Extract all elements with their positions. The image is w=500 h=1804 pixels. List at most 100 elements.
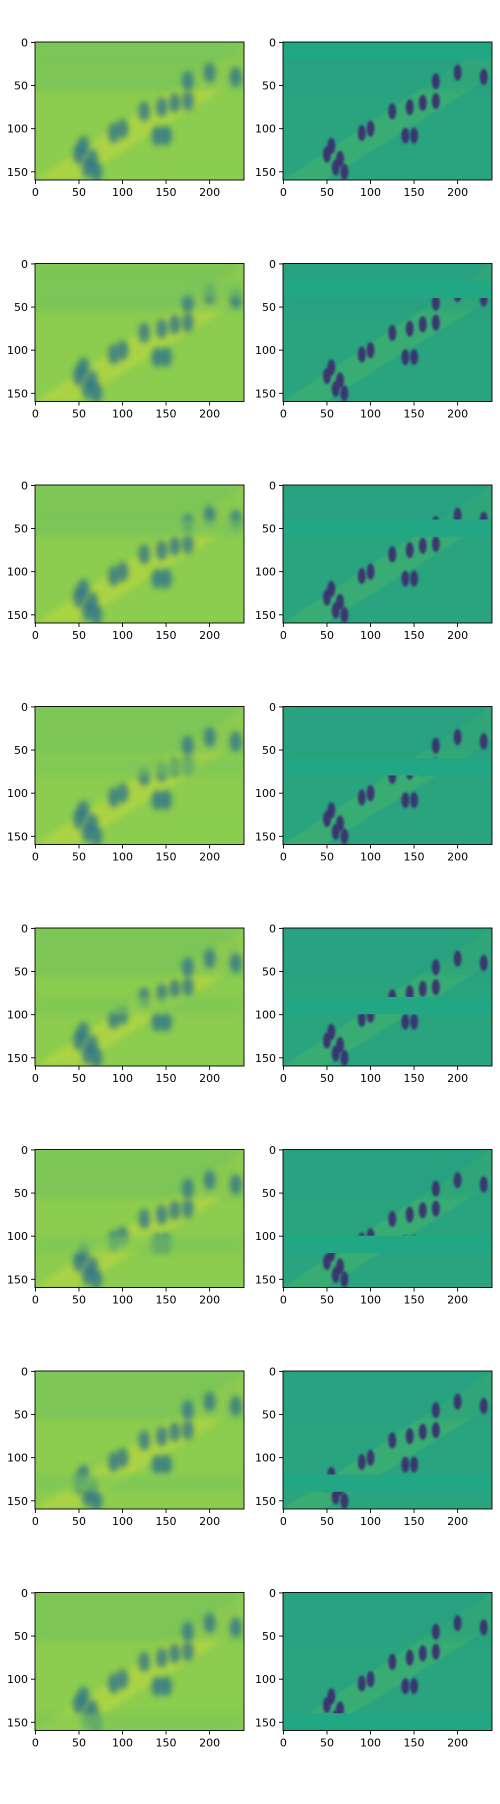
image-figure (401, 349, 410, 366)
image-figure (160, 347, 173, 368)
image-figure (366, 1671, 375, 1688)
image-figure (431, 1200, 440, 1217)
image-figure (405, 1649, 414, 1666)
y-tick-label: 150 (7, 1052, 28, 1065)
image-figure (410, 349, 419, 366)
image (283, 1149, 492, 1288)
image-field (283, 1371, 492, 1420)
y-tick-label: 0 (269, 36, 276, 49)
image-figure (331, 1045, 340, 1062)
axes-frame (282, 706, 493, 845)
y-tick-label: 0 (269, 1587, 276, 1600)
image-figure (340, 606, 349, 623)
x-tick-label: 100 (360, 186, 381, 199)
image-strip (283, 1235, 492, 1253)
x-tick-label: 200 (199, 1515, 220, 1528)
image-figure (151, 568, 164, 589)
y-tick-label: 0 (21, 701, 28, 714)
y-tick-label: 0 (21, 258, 28, 271)
x-tick-label: 200 (447, 851, 468, 864)
image-figure (229, 1617, 242, 1638)
x-tick-label: 50 (320, 1294, 334, 1307)
image-figure (138, 544, 151, 565)
image-figure (431, 737, 440, 754)
x-tick-label: 150 (404, 1294, 425, 1307)
x-tick-label: 200 (447, 1515, 468, 1528)
subplot: 0 50 100 150 200 0 50 100 150 (255, 258, 493, 421)
image-figure (181, 71, 194, 92)
x-tick-label: 0 (280, 408, 287, 421)
image-figure (322, 1254, 331, 1271)
image-figure (479, 733, 488, 750)
x-tick-label: 100 (360, 1515, 381, 1528)
image-figure (203, 1391, 216, 1412)
x-tick-label: 50 (320, 1515, 334, 1528)
x-tick-label: 50 (72, 1072, 86, 1085)
image-figure (181, 957, 194, 978)
image-figure (181, 1420, 194, 1441)
x-tick-label: 0 (32, 1515, 39, 1528)
image-figure (138, 322, 151, 343)
x-tick-label: 50 (72, 851, 86, 864)
image-figure (366, 1449, 375, 1466)
x-tick-label: 150 (404, 1072, 425, 1085)
image-figure (168, 535, 181, 556)
x-tick-label: 150 (156, 1515, 177, 1528)
image-figure (340, 1271, 349, 1288)
image-strip (283, 1474, 492, 1492)
image (283, 1592, 492, 1731)
y-tick-label: 0 (21, 1365, 28, 1378)
axes-frame (34, 706, 245, 845)
y-tick-label: 150 (255, 1716, 276, 1729)
x-tick-label: 0 (280, 629, 287, 642)
image-figure (155, 1204, 168, 1225)
x-tick-label: 150 (404, 851, 425, 864)
x-tick-label: 50 (72, 1737, 86, 1750)
image-figure (138, 1430, 151, 1451)
x-tick-label: 200 (447, 1737, 468, 1750)
image-figure (181, 1198, 194, 1219)
y-tick-label: 100 (255, 1673, 276, 1686)
x-tick-label: 50 (320, 186, 334, 199)
y-tick-label: 150 (7, 1716, 28, 1729)
x-tick-label: 100 (112, 1072, 133, 1085)
y-tick-label: 100 (255, 566, 276, 579)
image-figure (431, 1623, 440, 1640)
y-tick-label: 100 (7, 1009, 28, 1022)
image-figure (340, 163, 349, 180)
image-figure (229, 1174, 242, 1195)
image-figure (331, 823, 340, 840)
y-tick-label: 50 (14, 744, 28, 757)
image-figure (340, 1049, 349, 1066)
image-figure (405, 542, 414, 559)
x-tick-label: 0 (280, 186, 287, 199)
image-figure (160, 790, 173, 811)
image-figure (479, 1176, 488, 1193)
x-tick-label: 150 (156, 1294, 177, 1307)
subplot: 0 50 100 150 200 0 50 100 150 (7, 922, 245, 1085)
image-figure (431, 294, 440, 311)
image (283, 706, 492, 845)
x-tick-label: 0 (280, 1072, 287, 1085)
image-figure (431, 93, 440, 110)
x-tick-label: 100 (112, 408, 133, 421)
image-figure (151, 1011, 164, 1032)
x-tick-label: 50 (72, 629, 86, 642)
image-figure (366, 342, 375, 359)
x-tick-label: 100 (112, 1737, 133, 1750)
image-strip (283, 519, 492, 537)
image (35, 928, 244, 1066)
image-strip (35, 42, 244, 60)
image-figure (203, 1170, 216, 1191)
axes-frame (282, 927, 493, 1067)
image-field (283, 1592, 492, 1641)
image-figure (410, 570, 419, 587)
subplot: 0 50 100 150 200 0 50 100 150 (7, 479, 245, 642)
image-figure (431, 1643, 440, 1660)
y-tick-label: 50 (262, 523, 276, 536)
y-tick-label: 0 (21, 1144, 28, 1157)
image-figure (155, 1647, 168, 1668)
image-field (283, 1149, 492, 1198)
subplot: 0 50 100 150 200 0 50 100 150 (255, 1365, 493, 1528)
subplot: 0 50 100 150 200 0 50 100 150 (255, 1587, 493, 1750)
